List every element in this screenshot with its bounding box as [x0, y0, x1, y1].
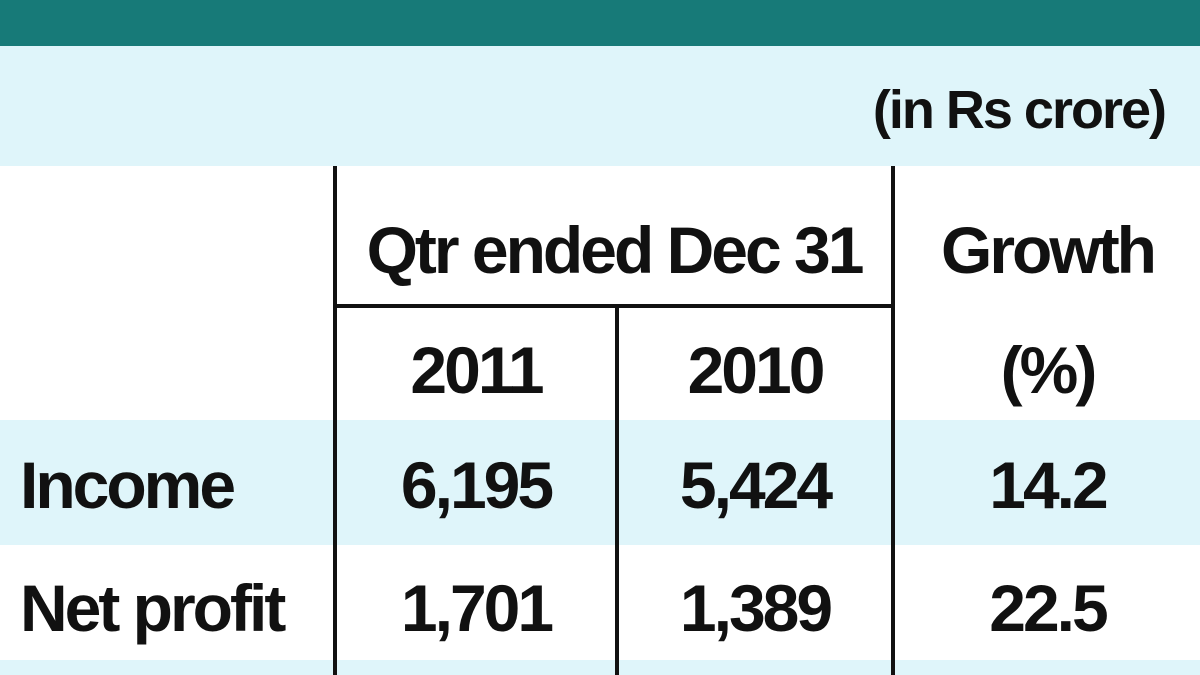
cell-value: 1,701	[400, 570, 554, 645]
cell-value: 1,389	[679, 570, 833, 645]
year-header: 2011	[410, 333, 544, 407]
row-label: Net profit	[20, 570, 286, 645]
cell-value: 14.2	[989, 447, 1108, 522]
note-band	[0, 46, 1200, 166]
growth-unit: (%)	[1000, 333, 1098, 407]
column-divider	[615, 306, 619, 675]
row-background	[0, 660, 1200, 675]
column-divider	[891, 166, 895, 675]
cell-value: 22.5	[989, 570, 1108, 645]
header-divider	[333, 304, 895, 308]
unit-note: (in Rs crore)	[872, 80, 1167, 140]
group-header: Qtr ended Dec 31	[366, 213, 865, 287]
cell-value: 6,195	[400, 447, 554, 522]
row-label: Income	[20, 447, 236, 522]
year-header: 2010	[687, 333, 826, 407]
title-band	[0, 0, 1200, 46]
row-background	[0, 420, 1200, 545]
cell-value: 5,424	[679, 447, 833, 522]
growth-header: Growth	[941, 213, 1157, 287]
column-divider	[333, 166, 337, 675]
